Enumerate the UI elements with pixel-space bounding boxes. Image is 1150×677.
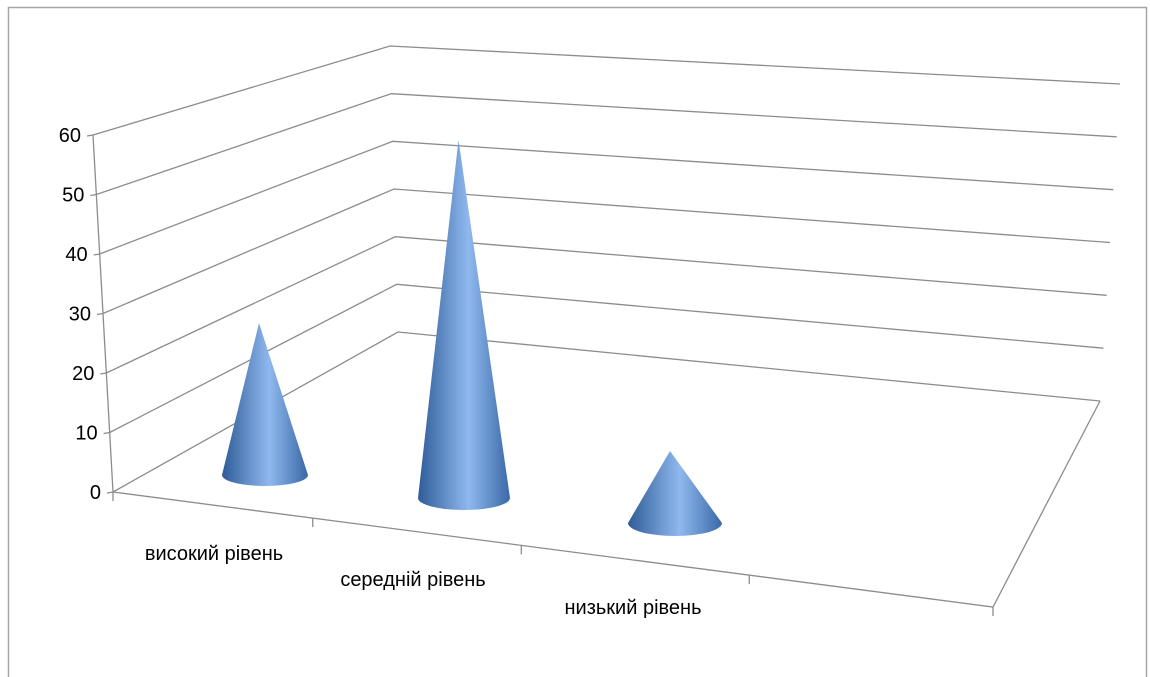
y-tick-label: 30 [69,304,91,326]
cone-body [418,139,510,510]
gridline-10 [109,283,1104,434]
x-axis-category-labels: високий рівень середній рівень низький рів… [145,543,702,619]
gridline-0 [112,331,1101,493]
cone-3 [628,451,722,536]
y-tick-mark [106,491,114,494]
y-axis-tick-labels: 0 10 20 30 40 50 60 [59,125,101,504]
y-tick-label: 40 [65,244,87,266]
y-tick-label: 0 [90,482,101,504]
gridline-60 [92,45,1121,136]
chart-border [7,6,1148,677]
y-tick-mark [100,372,107,375]
y-tick-label: 20 [72,363,94,385]
gridline-20 [106,236,1107,374]
y-tick-label: 50 [62,185,84,207]
cone-2 [418,139,510,510]
y-tick-label: 60 [59,125,81,147]
y-tick-mark [90,193,97,197]
gridline-30 [102,188,1111,315]
y-tick-mark [86,134,94,137]
y-tick-mark [93,253,100,256]
y-tick-label: 10 [75,423,97,445]
category-label: середній рівень [340,569,485,591]
y-axis-line [92,134,114,493]
cone-1 [222,322,308,486]
y-tick-mark [103,431,110,435]
y-tick-mark [96,312,104,316]
category-label: високий рівень [145,543,283,565]
gridlines [92,45,1121,493]
cone-series [222,139,722,536]
gridline-50 [96,93,1117,196]
cone-body [222,322,308,486]
axes [86,134,1101,616]
cone-body [628,451,722,536]
category-label: низький рівень [564,597,701,619]
gridline-40 [99,140,1114,255]
